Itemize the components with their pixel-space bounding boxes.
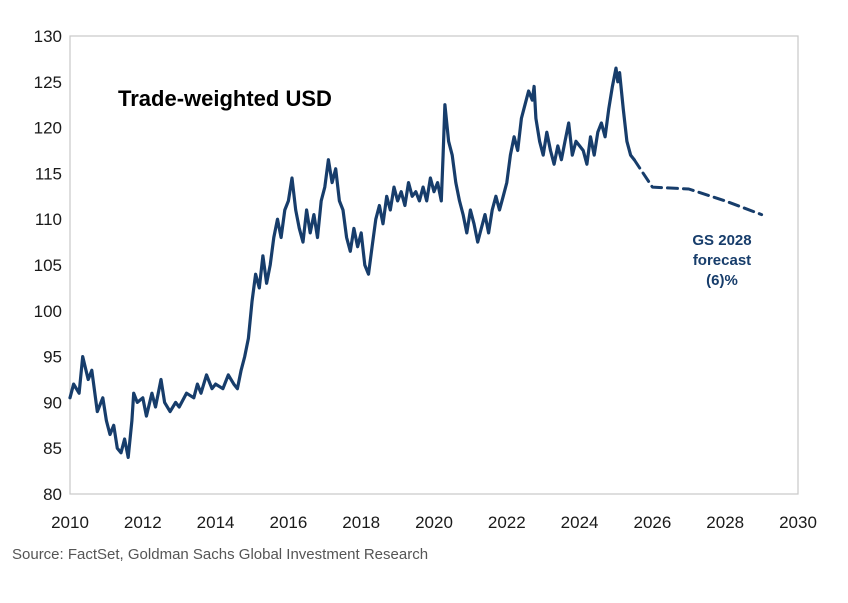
x-tick-label: 2014 [197,513,235,532]
y-tick-label: 130 [34,27,62,46]
annotation-line-2: forecast [693,252,751,269]
y-tick-label: 100 [34,302,62,321]
chart-title: Trade-weighted USD [118,86,332,111]
x-tick-label: 2030 [779,513,817,532]
x-tick-label: 2022 [488,513,526,532]
plot-frame [69,35,799,495]
forecast-annotation: GS 2028 forecast (6)% [692,232,751,289]
annotation-line-3: (6)% [706,272,738,289]
historical-series-line [68,66,636,459]
y-tick-label: 105 [34,256,62,275]
x-tick-label: 2018 [342,513,380,532]
x-tick-label: 2016 [269,513,307,532]
annotation-line-1: GS 2028 [692,232,751,249]
y-tick-label: 115 [35,164,62,183]
y-tick-label: 125 [34,73,62,92]
series-layer [68,66,764,459]
x-tick-label: 2012 [124,513,162,532]
y-tick-label: 110 [35,210,62,229]
forecast-series-line [632,158,764,217]
x-tick-label: 2024 [561,513,599,532]
x-axis-ticks: 2010 2012 2014 2016 2018 2020 2022 2024 2026 2028… [51,513,817,532]
x-tick-label: 2026 [633,513,671,532]
x-tick-label: 2020 [415,513,453,532]
x-tick-label: 2028 [706,513,744,532]
x-tick-label: 2010 [51,513,89,532]
y-tick-label: 120 [34,119,62,138]
y-axis-ticks: 80 85 90 95 100 105 110 115 120 125 130 [34,27,62,504]
y-tick-label: 85 [43,439,62,458]
y-tick-label: 80 [43,485,62,504]
source-note: Source: FactSet, Goldman Sachs Global In… [12,546,429,563]
y-tick-label: 90 [43,393,62,412]
y-tick-label: 95 [43,348,62,367]
